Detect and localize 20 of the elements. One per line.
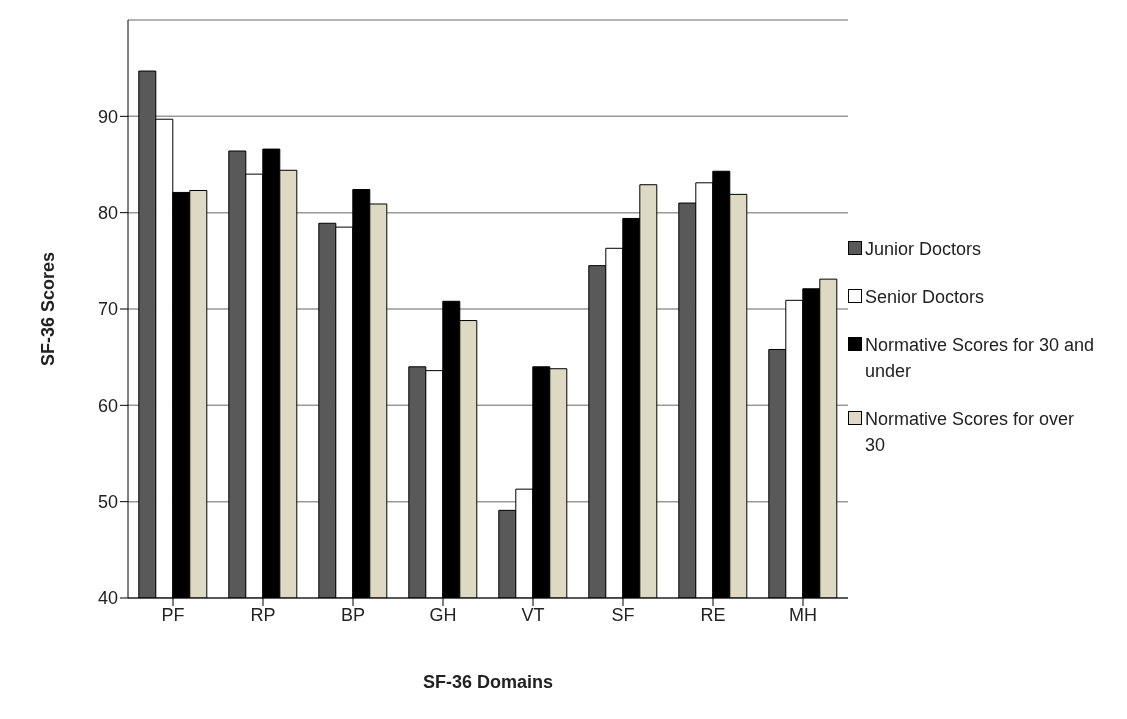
x-tick-label: VT xyxy=(521,604,545,625)
x-tick-label: BP xyxy=(340,604,366,625)
y-tick-label: 80 xyxy=(97,203,118,224)
legend-label: Senior Doctors xyxy=(865,286,985,309)
y-tick-label: 70 xyxy=(97,299,118,320)
x-tick-label: SF xyxy=(611,604,635,625)
y-axis-title: SF-36 Scores xyxy=(38,251,59,367)
x-tick-label: PF xyxy=(161,604,185,625)
x-tick-label: RP xyxy=(250,604,276,625)
x-tick-label: MH xyxy=(789,604,817,625)
x-tick-label: RE xyxy=(700,604,726,625)
legend-label: Normative Scores for 30 and under xyxy=(865,334,1096,383)
y-tick-label: 50 xyxy=(97,492,118,513)
legend-label: Normative Scores for over 30 xyxy=(865,408,1076,457)
legend-label: Junior Doctors xyxy=(865,238,982,261)
y-tick-label: 60 xyxy=(97,395,118,416)
y-tick-label: 40 xyxy=(97,588,118,609)
x-axis-title: SF-36 Domains xyxy=(422,672,554,692)
y-tick-label: 90 xyxy=(97,106,118,127)
x-tick-label: GH xyxy=(429,604,457,625)
